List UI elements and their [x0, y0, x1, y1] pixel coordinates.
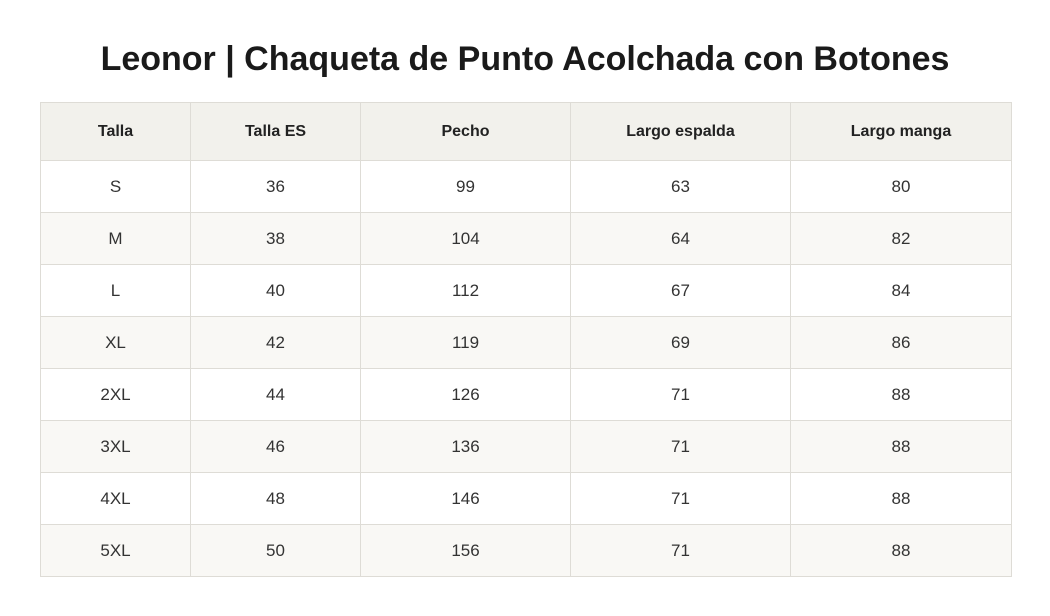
size-table: Talla Talla ES Pecho Largo espalda Largo man… — [40, 102, 1012, 577]
table-cell: 88 — [790, 524, 1012, 577]
table-cell: 36 — [190, 160, 361, 213]
table-cell: 46 — [190, 420, 361, 473]
table-cell: 50 — [190, 524, 361, 577]
table-cell: 71 — [570, 420, 791, 473]
table-cell: 88 — [790, 368, 1012, 421]
table-cell: 69 — [570, 316, 791, 369]
table-row: M 38 104 64 82 — [40, 212, 1012, 265]
table-cell: 64 — [570, 212, 791, 265]
table-row: XL 42 119 69 86 — [40, 316, 1012, 369]
column-header: Largo manga — [790, 102, 1012, 161]
table-cell: 71 — [570, 524, 791, 577]
table-cell: M — [40, 212, 191, 265]
table-row: L 40 112 67 84 — [40, 264, 1012, 317]
table-body: S 36 99 63 80 M 38 104 64 82 L 40 112 67 84 XL 42 119 69 86… — [40, 160, 1012, 577]
header-row: Talla Talla ES Pecho Largo espalda Largo man… — [40, 102, 1012, 161]
table-row: S 36 99 63 80 — [40, 160, 1012, 213]
column-header: Talla ES — [190, 102, 361, 161]
table-cell: 67 — [570, 264, 791, 317]
table-row: 2XL 44 126 71 88 — [40, 368, 1012, 421]
table-cell: 88 — [790, 472, 1012, 525]
table-cell: 82 — [790, 212, 1012, 265]
table-cell: 119 — [360, 316, 571, 369]
table-cell: 126 — [360, 368, 571, 421]
table-cell: 80 — [790, 160, 1012, 213]
table-row: 3XL 46 136 71 88 — [40, 420, 1012, 473]
table-cell: 3XL — [40, 420, 191, 473]
table-cell: 99 — [360, 160, 571, 213]
table-cell: 71 — [570, 368, 791, 421]
table-cell: 84 — [790, 264, 1012, 317]
table-cell: 104 — [360, 212, 571, 265]
table-cell: 63 — [570, 160, 791, 213]
column-header: Pecho — [360, 102, 571, 161]
table-cell: 112 — [360, 264, 571, 317]
table-row: 5XL 50 156 71 88 — [40, 524, 1012, 577]
table-cell: 71 — [570, 472, 791, 525]
table-cell: 44 — [190, 368, 361, 421]
table-cell: 4XL — [40, 472, 191, 525]
table-cell: XL — [40, 316, 191, 369]
table-cell: 40 — [190, 264, 361, 317]
table-cell: 136 — [360, 420, 571, 473]
column-header: Talla — [40, 102, 191, 161]
table-cell: 42 — [190, 316, 361, 369]
table-row: 4XL 48 146 71 88 — [40, 472, 1012, 525]
table-cell: L — [40, 264, 191, 317]
table-cell: 5XL — [40, 524, 191, 577]
page-title: Leonor | Chaqueta de Punto Acolchada con… — [100, 40, 950, 78]
table-cell: 88 — [790, 420, 1012, 473]
column-header: Largo espalda — [570, 102, 791, 161]
table-cell: 2XL — [40, 368, 191, 421]
table-cell: 86 — [790, 316, 1012, 369]
table-cell: 156 — [360, 524, 571, 577]
table-cell: S — [40, 160, 191, 213]
table-cell: 146 — [360, 472, 571, 525]
table-cell: 48 — [190, 472, 361, 525]
table-cell: 38 — [190, 212, 361, 265]
